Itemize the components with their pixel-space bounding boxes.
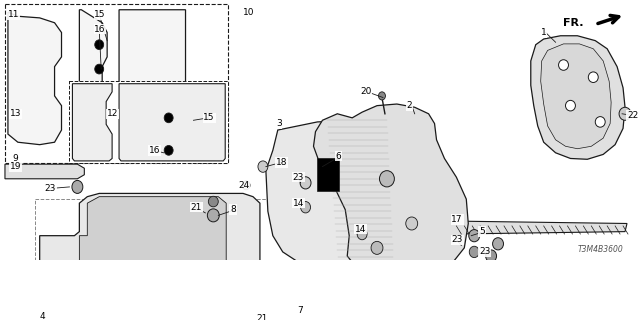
Ellipse shape xyxy=(242,181,250,190)
Text: 13: 13 xyxy=(10,109,21,118)
Ellipse shape xyxy=(595,116,605,127)
Text: 18: 18 xyxy=(276,158,287,167)
Text: 19: 19 xyxy=(10,162,21,171)
Text: 3: 3 xyxy=(276,119,282,128)
Text: 9: 9 xyxy=(12,154,18,163)
Text: 10: 10 xyxy=(243,8,255,17)
Bar xyxy=(179,289,206,305)
Bar xyxy=(99,289,127,305)
Ellipse shape xyxy=(95,40,104,50)
Text: 5: 5 xyxy=(479,227,485,236)
Bar xyxy=(70,81,228,163)
Ellipse shape xyxy=(72,180,83,193)
Polygon shape xyxy=(451,221,627,234)
Text: T3M4B3600: T3M4B3600 xyxy=(577,244,623,253)
Text: 23: 23 xyxy=(451,235,463,244)
Text: 2: 2 xyxy=(407,101,412,110)
Ellipse shape xyxy=(619,107,631,120)
Polygon shape xyxy=(119,84,225,161)
Ellipse shape xyxy=(559,60,568,70)
Ellipse shape xyxy=(468,229,480,242)
Ellipse shape xyxy=(380,171,394,187)
Polygon shape xyxy=(541,44,611,149)
Ellipse shape xyxy=(486,250,497,262)
Text: 12: 12 xyxy=(107,109,118,118)
Text: 21: 21 xyxy=(191,203,202,212)
Text: 14: 14 xyxy=(292,199,304,208)
Text: 22: 22 xyxy=(627,111,638,120)
Text: 6: 6 xyxy=(335,152,341,161)
Text: 7: 7 xyxy=(298,306,303,315)
Text: 21: 21 xyxy=(256,314,268,320)
Text: 16: 16 xyxy=(94,25,106,34)
Ellipse shape xyxy=(164,113,173,123)
Ellipse shape xyxy=(357,228,367,240)
Ellipse shape xyxy=(209,196,218,207)
Ellipse shape xyxy=(301,202,310,213)
Polygon shape xyxy=(72,84,112,161)
Bar xyxy=(139,289,166,305)
Text: 23: 23 xyxy=(479,247,491,256)
Polygon shape xyxy=(40,193,260,319)
Text: 11: 11 xyxy=(8,10,19,19)
Ellipse shape xyxy=(406,217,418,230)
Text: 8: 8 xyxy=(230,205,236,214)
Bar xyxy=(5,4,228,163)
Ellipse shape xyxy=(164,146,173,155)
Text: 23: 23 xyxy=(292,173,304,182)
Bar xyxy=(317,158,339,191)
Polygon shape xyxy=(5,164,84,179)
Text: 15: 15 xyxy=(204,113,215,122)
Text: 24: 24 xyxy=(238,181,250,190)
Bar xyxy=(35,199,342,317)
Polygon shape xyxy=(79,10,107,145)
Ellipse shape xyxy=(493,238,504,250)
Ellipse shape xyxy=(258,161,268,172)
Text: 14: 14 xyxy=(355,225,367,234)
Polygon shape xyxy=(266,120,431,276)
Polygon shape xyxy=(314,104,468,280)
Text: 4: 4 xyxy=(40,312,45,320)
Polygon shape xyxy=(531,36,625,159)
Ellipse shape xyxy=(588,72,598,83)
Ellipse shape xyxy=(469,246,479,258)
Ellipse shape xyxy=(378,92,385,100)
Ellipse shape xyxy=(371,241,383,254)
Ellipse shape xyxy=(566,100,575,111)
Text: 23: 23 xyxy=(45,184,56,193)
Ellipse shape xyxy=(95,64,104,74)
Text: 20: 20 xyxy=(360,86,371,96)
Polygon shape xyxy=(119,10,186,142)
Text: 17: 17 xyxy=(451,215,463,224)
Text: 16: 16 xyxy=(149,146,160,155)
Text: 15: 15 xyxy=(94,10,106,19)
Ellipse shape xyxy=(207,209,220,222)
Ellipse shape xyxy=(303,299,312,310)
Text: 1: 1 xyxy=(541,28,547,37)
Polygon shape xyxy=(79,197,226,315)
Polygon shape xyxy=(8,12,61,145)
Ellipse shape xyxy=(300,177,311,189)
Text: FR.: FR. xyxy=(563,18,584,28)
Ellipse shape xyxy=(266,308,276,318)
